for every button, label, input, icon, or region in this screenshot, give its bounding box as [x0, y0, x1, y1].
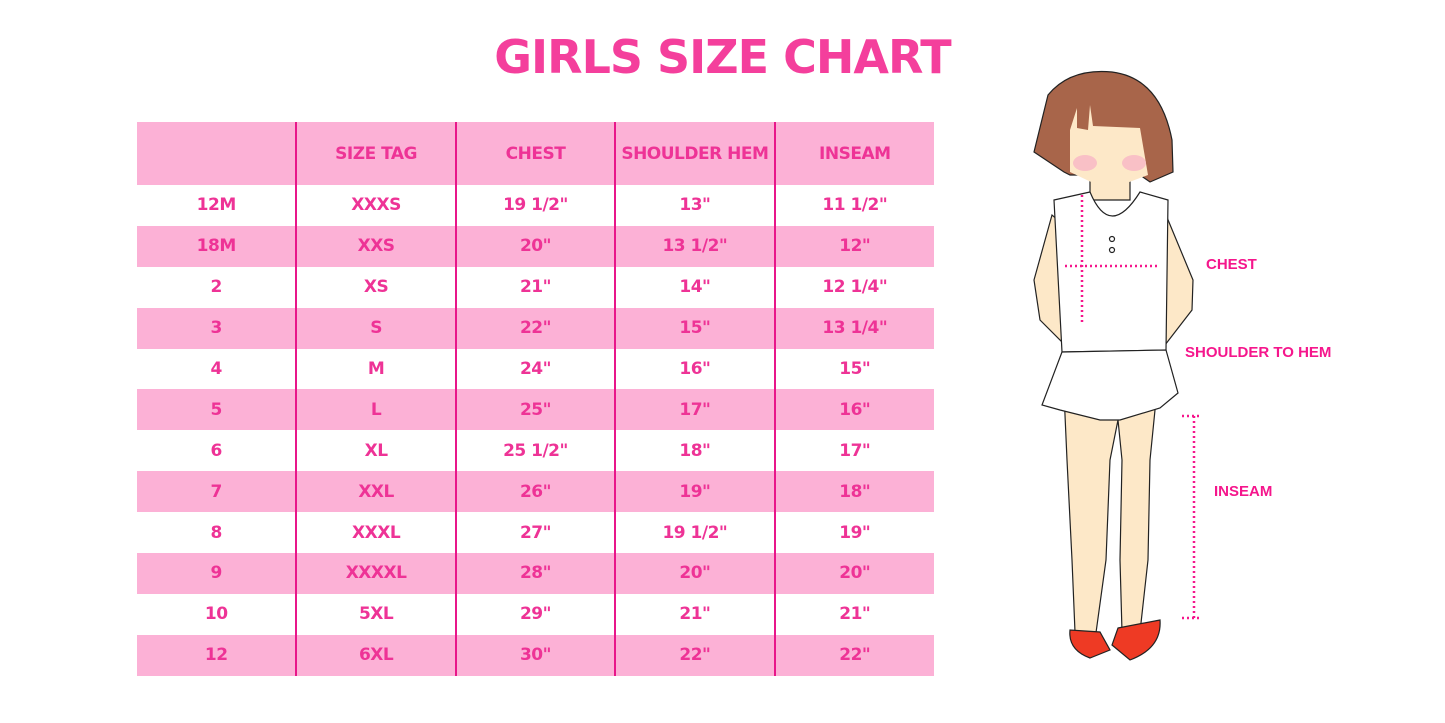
table-cell: 12 1/4": [773, 266, 934, 308]
table-cell: 19": [773, 512, 934, 554]
table-cell: 21": [454, 266, 616, 308]
table-row: 4 M 24" 16" 15": [137, 348, 934, 390]
table-cell: 21": [614, 593, 775, 635]
table-row: 9 XXXXL 28" 20" 20": [137, 553, 934, 594]
table-row: 8 XXXL 27" 19 1/2" 19": [137, 512, 934, 554]
table-cell: M: [295, 348, 456, 390]
table-cell: 4: [210, 359, 223, 379]
table-row: 12M XXXS 19 1/2" 13" 11 1/2": [137, 185, 934, 226]
table-cell: 12: [137, 634, 297, 676]
table-cell: 15": [773, 348, 934, 390]
table-cell: 29": [454, 593, 616, 635]
table-cell: 20": [454, 225, 616, 267]
table-cell: 25": [454, 389, 616, 431]
table-cell: 18M: [137, 225, 297, 267]
table-cell: 30": [454, 634, 616, 676]
table-cell: 5: [137, 389, 297, 431]
table-cell: 28": [454, 553, 616, 594]
chest-label: CHEST: [1206, 256, 1257, 273]
table-row: 10 5XL 29" 21" 21": [137, 593, 934, 635]
table-cell: 7: [137, 471, 297, 513]
table-cell: 16": [773, 389, 934, 431]
table-row: 2 XS 21" 14" 12 1/4": [137, 266, 934, 308]
table-row: 5 L 25" 17" 16": [137, 389, 934, 431]
table-cell: 20": [614, 553, 775, 594]
table-header: SIZE TAG CHEST SHOULDER HEM INSEAM: [137, 122, 934, 185]
table-cell: 17": [773, 430, 934, 472]
table-cell: 9: [137, 553, 297, 594]
column-header: [137, 122, 297, 185]
table-cell: 6XL: [295, 634, 456, 676]
table-cell: 13 1/2": [614, 225, 775, 267]
table-cell: XS: [295, 266, 456, 308]
table-cell: XXS: [295, 225, 456, 267]
inseam-label: INSEAM: [1214, 483, 1273, 500]
table-cell: 14": [614, 266, 775, 308]
shoulder-to-hem-label: SHOULDER TO HEM: [1185, 344, 1332, 361]
table-row: 12 6XL 30" 22" 22": [137, 634, 934, 676]
title-text: GIRLS SIZE CHART: [494, 30, 951, 84]
table-cell: 12": [773, 225, 934, 267]
table-cell: 27": [454, 512, 616, 554]
table-cell: 20": [773, 553, 934, 594]
table-cell: 21": [773, 593, 934, 635]
column-header: SHOULDER HEM: [614, 122, 775, 185]
table-cell: XXL: [295, 471, 456, 513]
table-cell: 12M: [196, 195, 237, 216]
table-cell: 13": [614, 185, 775, 226]
table-cell: 13 1/4": [773, 307, 934, 349]
table-cell: XXXS: [295, 185, 456, 226]
table-row: 7 XXL 26" 19" 18": [137, 471, 934, 513]
table-cell: 22": [773, 634, 934, 676]
table-cell: S: [295, 307, 456, 349]
table-cell: XXXXL: [295, 553, 456, 594]
table-cell: 15": [614, 307, 775, 349]
table-cell: L: [295, 389, 456, 431]
table-cell: 26": [454, 471, 616, 513]
table-cell: 10: [204, 604, 228, 625]
column-header: SIZE TAG: [295, 122, 456, 185]
table-cell: 24": [454, 348, 616, 390]
table-cell: 25 1/2": [454, 430, 616, 472]
page-title: GIRLS SIZE CHART: [0, 30, 1445, 84]
table-cell: 11 1/2": [773, 185, 934, 226]
table-cell: 6: [210, 440, 223, 461]
table-cell: 22": [454, 307, 616, 349]
table-cell: 3: [137, 307, 297, 349]
table-cell: 19 1/2": [614, 512, 775, 554]
table-cell: 19 1/2": [454, 185, 616, 226]
table-cell: 18": [773, 471, 934, 513]
table-row: 6 XL 25 1/2" 18" 17": [137, 430, 934, 472]
table-cell: 22": [614, 634, 775, 676]
table-cell: 17": [614, 389, 775, 431]
table-cell: 16": [614, 348, 775, 390]
column-header: CHEST: [454, 122, 616, 185]
table-cell: 2: [210, 277, 223, 298]
column-header: INSEAM: [773, 122, 934, 185]
table-cell: XXXL: [295, 512, 456, 554]
size-chart-table: SIZE TAG CHEST SHOULDER HEM INSEAM 12M XXXS 1…: [137, 122, 934, 676]
table-cell: XL: [295, 430, 456, 472]
table-row: 18M XXS 20" 13 1/2" 12": [137, 225, 934, 267]
table-cell: 8: [210, 522, 223, 543]
table-row: 3 S 22" 15" 13 1/4": [137, 307, 934, 349]
table-cell: 5XL: [295, 593, 456, 635]
table-cell: 19": [614, 471, 775, 513]
table-cell: 18": [614, 430, 775, 472]
